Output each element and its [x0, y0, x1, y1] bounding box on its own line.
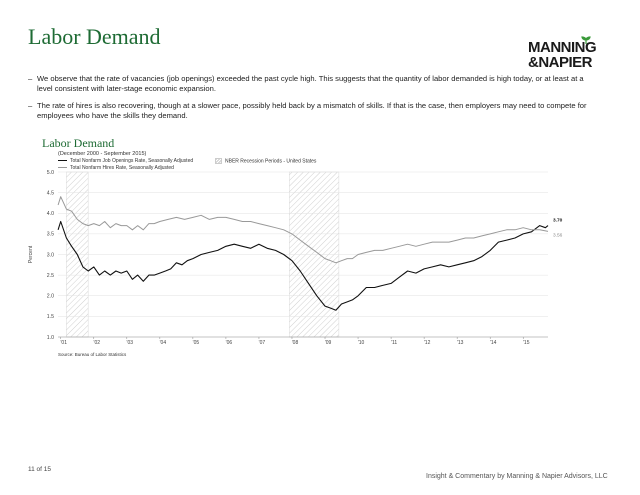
- logo-line-2: &NAPIER: [528, 54, 593, 71]
- x-tick-label: '05: [193, 340, 200, 346]
- chart-source: Source: Bureau of Labor Statistics: [58, 352, 127, 357]
- legend-swatch-recession: [215, 158, 222, 164]
- y-tick-label: 5.0: [47, 170, 54, 176]
- chart-legend: Total Nonfarm Job Openings Rate, Seasona…: [58, 158, 316, 172]
- legend-label: Total Nonfarm Hires Rate, Seasonally Adj…: [70, 165, 174, 171]
- y-tick-label: 1.5: [47, 314, 54, 320]
- manning-napier-logo: MANNING &NAPIER: [528, 36, 608, 71]
- bullet-text: The rate of hires is also recovering, th…: [37, 101, 587, 120]
- x-tick-label: '12: [424, 340, 431, 346]
- bullet-text: We observe that the rate of vacancies (j…: [37, 74, 584, 93]
- x-tick-label: '08: [292, 340, 299, 346]
- legend-entry-recession: NBER Recession Periods - United States: [215, 158, 316, 164]
- bullet-item: – We observe that the rate of vacancies …: [28, 74, 588, 94]
- y-axis-label: Percent: [28, 245, 34, 263]
- x-tick-label: '15: [523, 340, 530, 346]
- logo-line-1: MANNING: [528, 39, 597, 56]
- x-tick-label: '03: [127, 340, 134, 346]
- chart-title: Labor Demand: [42, 136, 115, 150]
- page-title: Labor Demand: [28, 24, 161, 49]
- x-tick-label: '07: [259, 340, 266, 346]
- x-tick-label: '11: [391, 340, 397, 346]
- x-tick-label: '06: [226, 340, 233, 346]
- y-tick-label: 2.0: [47, 294, 54, 300]
- x-tick-label: '02: [94, 340, 101, 346]
- x-tick-label: '01: [60, 340, 67, 346]
- bullet-marker: –: [28, 101, 33, 110]
- legend-label: Total Nonfarm Job Openings Rate, Seasona…: [70, 158, 194, 164]
- bullet-item: – The rate of hires is also recovering, …: [28, 101, 588, 121]
- y-tick-label: 3.0: [47, 252, 54, 258]
- y-tick-label: 4.5: [47, 190, 54, 196]
- legend-line-openings: [58, 160, 67, 162]
- y-tick-label: 2.5: [47, 273, 54, 279]
- commentary-bullets: – We observe that the rate of vacancies …: [28, 74, 588, 128]
- y-tick-label: 4.0: [47, 211, 54, 217]
- x-tick-label: '09: [325, 340, 332, 346]
- legend-entry: Total Nonfarm Job Openings Rate, Seasona…: [58, 158, 316, 165]
- legend-line-hires: [58, 167, 67, 169]
- legend-entry: Total Nonfarm Hires Rate, Seasonally Adj…: [58, 165, 193, 172]
- y-tick-label: 3.5: [47, 232, 54, 238]
- chart-subtitle: (December 2000 - September 2015): [58, 151, 147, 157]
- page-number: 11 of 15: [28, 466, 52, 473]
- x-tick-label: '10: [358, 340, 365, 346]
- leaf-icon: [581, 36, 591, 44]
- hires-line: [57, 196, 549, 264]
- legend-label: NBER Recession Periods - United States: [225, 158, 317, 165]
- series-end-label: 3.56: [553, 232, 563, 238]
- series-end-label: 3.70: [553, 218, 563, 224]
- x-tick-label: '04: [160, 340, 167, 346]
- footer-text: Insight & Commentary by Manning & Napier…: [426, 473, 608, 480]
- x-tick-label: '14: [490, 340, 497, 346]
- y-tick-label: 1.0: [47, 335, 54, 341]
- bullet-marker: –: [28, 74, 33, 83]
- x-tick-label: '13: [457, 340, 464, 346]
- job-openings-line: [57, 220, 549, 311]
